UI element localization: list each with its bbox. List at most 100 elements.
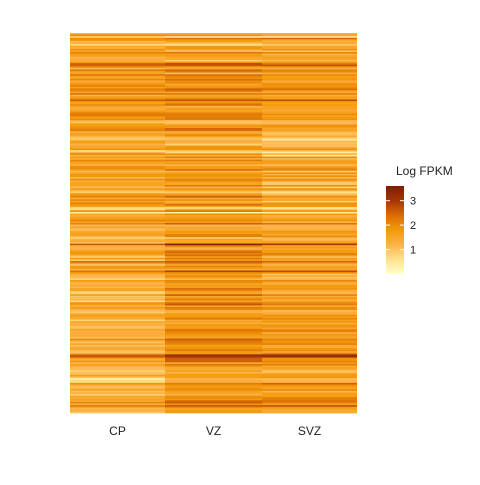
heatmap-cell <box>262 357 357 360</box>
heatmap-cell <box>165 371 262 374</box>
heatmap-cell <box>165 80 262 83</box>
heatmap-cell <box>165 88 262 91</box>
heatmap-cell <box>70 64 165 67</box>
heatmap-cell <box>262 340 357 343</box>
heatmap-cell <box>262 248 357 251</box>
heatmap-cell <box>165 300 262 303</box>
heatmap-cell <box>70 177 165 180</box>
heatmap-cell <box>262 42 357 45</box>
heatmap-cell <box>70 128 165 130</box>
heatmap-cell <box>70 135 165 138</box>
heatmap-cell <box>70 67 165 70</box>
heatmap-cell <box>165 175 262 178</box>
heatmap-cell <box>165 316 262 319</box>
heatmap-cell <box>165 94 262 97</box>
heatmap-cell <box>70 40 165 43</box>
heatmap-cell <box>165 177 262 180</box>
heatmap-cell <box>70 109 165 111</box>
heatmap-cell <box>262 322 357 325</box>
heatmap-cell <box>165 69 262 72</box>
heatmap-cell <box>70 268 165 271</box>
heatmap-cell <box>165 319 262 322</box>
heatmap-cell <box>262 226 357 229</box>
heatmap-cell <box>262 58 357 61</box>
heatmap-cell <box>262 200 357 203</box>
heatmap-cell <box>70 93 165 96</box>
heatmap-cell <box>70 286 165 289</box>
heatmap-cell <box>262 308 357 311</box>
heatmap-cell <box>165 291 262 294</box>
heatmap-cell <box>70 82 165 85</box>
heatmap-cell <box>165 362 262 365</box>
heatmap-cell <box>262 275 357 278</box>
heatmap-cell <box>262 124 357 127</box>
heatmap-cell <box>70 105 165 108</box>
heatmap-cell <box>70 411 165 414</box>
heatmap-cell <box>262 349 357 352</box>
heatmap-cell <box>70 275 165 278</box>
heatmap-cell <box>262 270 357 273</box>
heatmap-cell <box>70 156 165 159</box>
heatmap-cell <box>165 97 262 100</box>
heatmap-cell <box>262 362 357 365</box>
heatmap-cell <box>262 154 357 157</box>
heatmap-cell <box>70 191 165 194</box>
heatmap-cell <box>262 192 357 195</box>
heatmap-cell <box>165 270 262 273</box>
heatmap-cell <box>165 223 262 225</box>
heatmap-cell <box>262 387 357 390</box>
heatmap-cell <box>262 237 357 240</box>
heatmap-cell <box>262 281 357 284</box>
heatmap-cell <box>262 148 357 151</box>
heatmap-cell <box>165 44 262 47</box>
heatmap-cell <box>70 112 165 115</box>
heatmap-cell <box>165 343 262 346</box>
heatmap-cell <box>262 116 357 119</box>
heatmap-cell <box>70 401 165 404</box>
heatmap-cell <box>70 295 165 298</box>
heatmap-cell <box>262 196 357 199</box>
heatmap-cell <box>262 283 357 286</box>
heatmap-cell <box>70 394 165 396</box>
heatmap-cell <box>165 254 262 257</box>
heatmap-cell <box>165 373 262 376</box>
heatmap-cell <box>165 248 262 251</box>
heatmap-cell <box>262 253 357 256</box>
heatmap-cell <box>262 91 357 94</box>
heatmap-cell <box>262 409 357 412</box>
heatmap-cell <box>262 140 357 143</box>
heatmap-cell <box>165 47 262 50</box>
heatmap-cell <box>165 45 262 48</box>
heatmap-cell <box>70 53 165 56</box>
heatmap-cell <box>70 223 165 225</box>
heatmap-cell <box>165 390 262 393</box>
heatmap-cell <box>70 183 165 186</box>
heatmap-cell <box>70 229 165 232</box>
heatmap-cell <box>70 215 165 218</box>
heatmap-cell <box>70 278 165 281</box>
heatmap-cell <box>70 248 165 251</box>
heatmap-cell <box>165 142 262 145</box>
heatmap-cell <box>262 59 357 62</box>
heatmap-cell <box>165 235 262 238</box>
heatmap-cell <box>70 110 165 113</box>
heatmap-cell <box>262 346 357 349</box>
heatmap-cell <box>262 181 357 184</box>
heatmap-cell <box>70 181 165 184</box>
heatmap-cell <box>262 300 357 303</box>
heatmap-cell <box>70 47 165 50</box>
heatmap-cell <box>262 223 357 225</box>
heatmap-cell <box>165 148 262 151</box>
heatmap-cell <box>165 256 262 259</box>
heatmap-cell <box>262 48 357 51</box>
heatmap-cell <box>70 164 165 167</box>
heatmap-cell <box>262 40 357 43</box>
heatmap-cell <box>70 325 165 328</box>
heatmap-cell <box>165 275 262 278</box>
heatmap-cell <box>165 367 262 370</box>
heatmap-cell <box>262 36 357 39</box>
heatmap-cell <box>70 299 165 301</box>
heatmap-cell <box>165 143 262 146</box>
heatmap-cell <box>165 359 262 362</box>
heatmap-cell <box>165 360 262 363</box>
